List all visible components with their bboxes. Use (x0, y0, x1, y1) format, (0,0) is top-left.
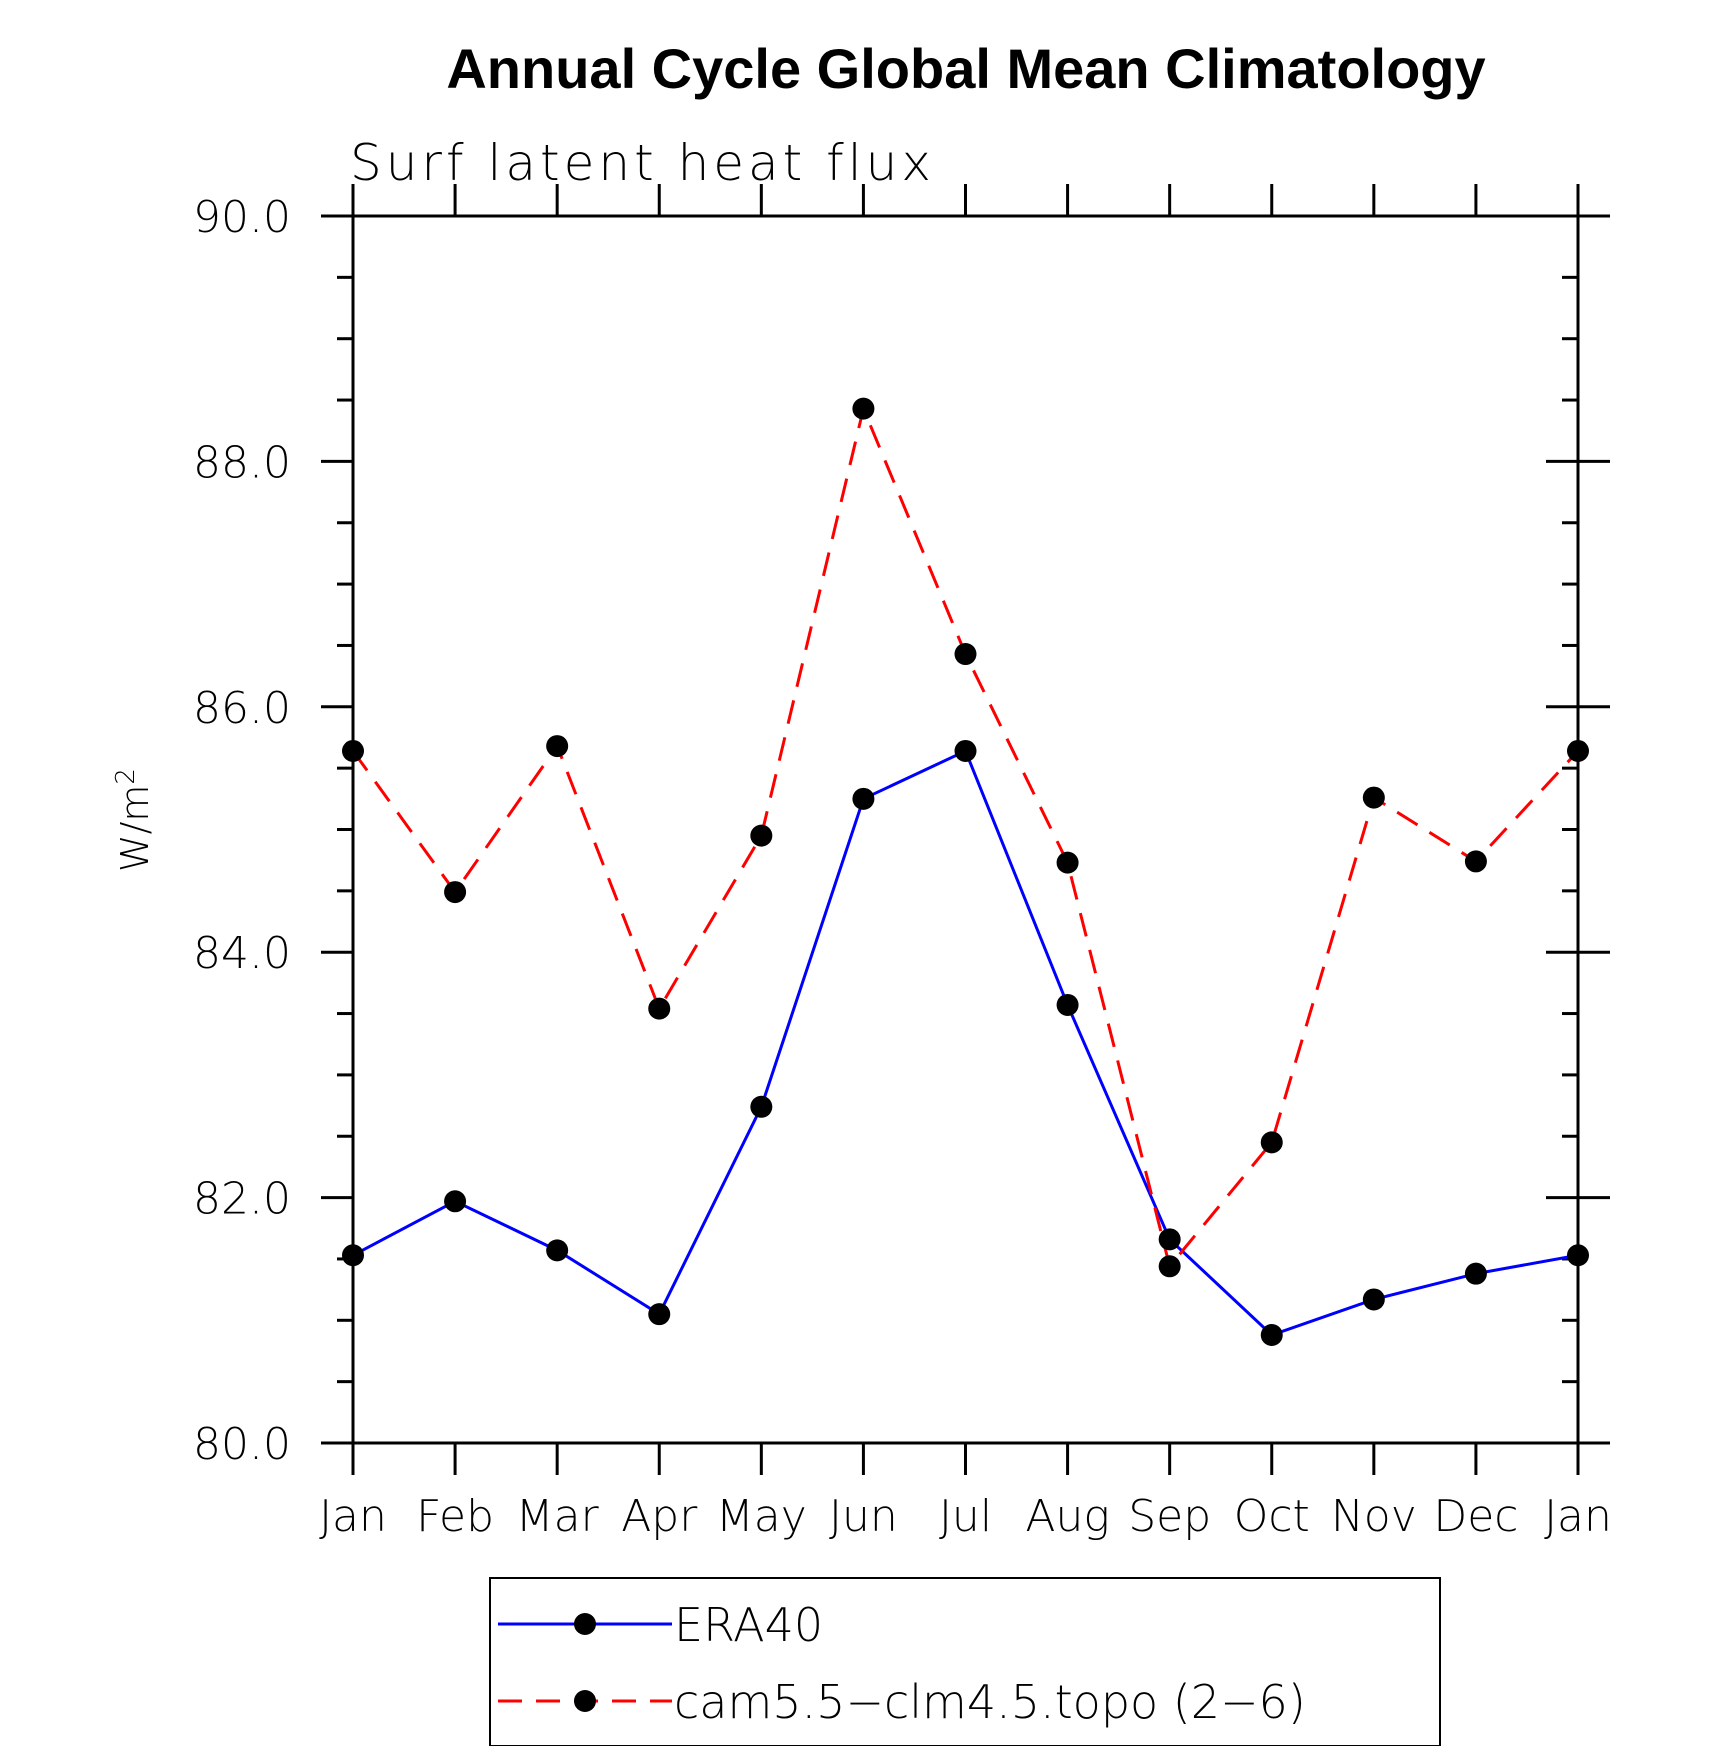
data-point-series-1 (444, 881, 467, 904)
data-point-series-1 (852, 397, 875, 420)
x-tick-label: Aug (1025, 1491, 1109, 1542)
x-tick-label: May (716, 1491, 807, 1542)
data-point-series-0 (546, 1239, 569, 1262)
data-point-series-0 (1362, 1288, 1385, 1311)
series-line-1 (351, 403, 1580, 1270)
data-point-series-1 (1464, 850, 1487, 873)
y-axis-label-superscript: 2 (111, 768, 141, 785)
x-tick-label: Apr (621, 1491, 698, 1542)
data-point-series-0 (1464, 1262, 1487, 1285)
data-point-series-0 (1158, 1228, 1181, 1251)
y-tick-label: 86.0 (193, 683, 291, 734)
legend: ERA40 cam5.5−clm4.5.topo (2−6) (489, 1577, 1441, 1746)
y-tick-label: 84.0 (193, 928, 291, 979)
chart-title: Annual Cycle Global Mean Climatology (446, 37, 1485, 100)
data-point-series-1 (1260, 1131, 1283, 1154)
legend-marker-1 (574, 1690, 596, 1712)
y-axis-label-text: W/m (113, 785, 157, 872)
x-tick-label: Feb (416, 1491, 494, 1542)
data-point-series-1 (1056, 851, 1079, 874)
data-point-series-0 (954, 739, 977, 762)
legend-label-0: ERA40 (674, 1598, 823, 1652)
legend-box (489, 1577, 1441, 1746)
y-tick-label: 88.0 (193, 437, 291, 488)
x-tick-label: Mar (516, 1491, 600, 1542)
data-point-series-1 (750, 824, 773, 847)
chart-subtitle: Surf latent heat flux (350, 134, 935, 192)
y-tick-label: 82.0 (193, 1174, 291, 1225)
data-point-series-0 (852, 787, 875, 810)
x-tick-label: Jun (829, 1491, 898, 1542)
data-point-series-1 (546, 735, 569, 758)
tick-labels: Jan Feb Mar Apr May Jun Jul Aug Sep Oct Nov Dec Jan 8… (193, 192, 1612, 1542)
data-point-series-0 (1260, 1324, 1283, 1347)
legend-label-1: cam5.5−clm4.5.topo (2−6) (674, 1675, 1306, 1729)
y-tick-label: 90.0 (193, 192, 291, 243)
legend-marker-0 (574, 1613, 596, 1635)
x-tick-label: Nov (1331, 1491, 1417, 1542)
x-tick-label: Jan (1544, 1491, 1612, 1542)
x-tick-label: Oct (1234, 1491, 1310, 1542)
data-point-series-0 (1056, 993, 1079, 1016)
plot-frame (351, 214, 1580, 1445)
x-tick-label: Dec (1433, 1491, 1518, 1542)
x-tick-label: Sep (1128, 1491, 1211, 1542)
y-tick-label: 80.0 (193, 1419, 291, 1470)
data-point-series-1 (954, 643, 977, 666)
data-point-series-1 (1362, 786, 1385, 809)
axis-ticks (321, 184, 1610, 1475)
series-line-0 (352, 748, 1579, 1337)
y-axis-label: W/m2 (111, 768, 157, 872)
x-tick-label: Jan (319, 1491, 387, 1542)
x-tick-label: Jul (939, 1491, 992, 1542)
data-point-series-1 (648, 997, 671, 1020)
series-group (342, 397, 1589, 1347)
data-point-series-0 (648, 1303, 671, 1326)
data-point-series-0 (750, 1095, 773, 1118)
data-point-series-0 (444, 1190, 467, 1213)
data-point-series-1 (1158, 1255, 1181, 1278)
